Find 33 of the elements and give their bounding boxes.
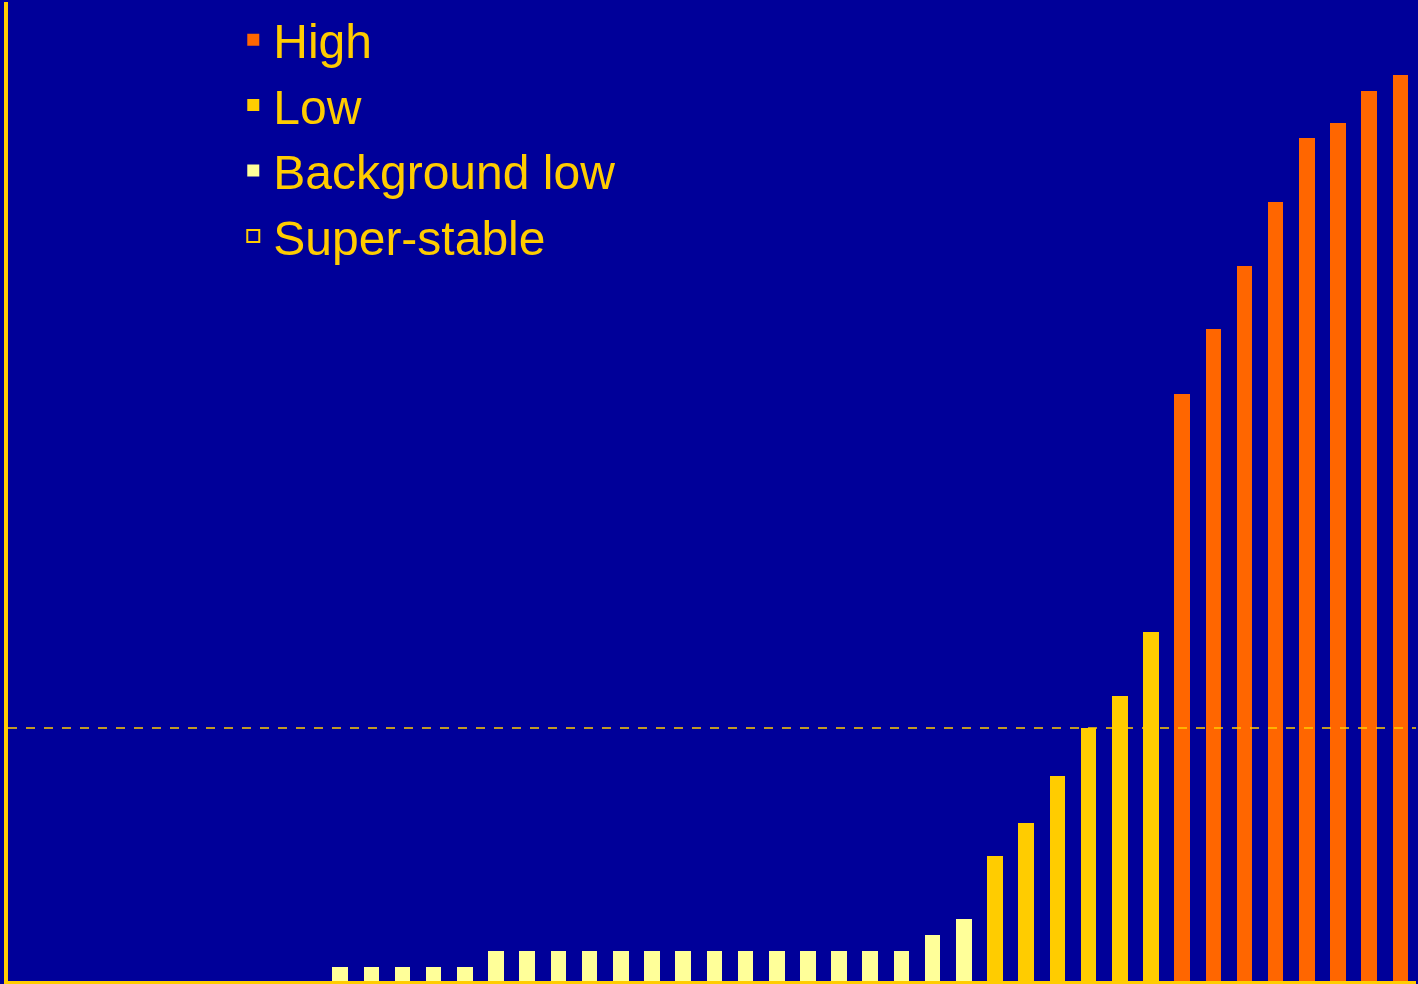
bar xyxy=(831,951,847,981)
bar xyxy=(1236,265,1253,981)
bar xyxy=(924,934,941,981)
bar xyxy=(550,951,567,981)
bar xyxy=(457,967,473,981)
bar xyxy=(768,951,785,981)
bar xyxy=(1299,137,1315,981)
bar xyxy=(1267,202,1284,981)
bar xyxy=(581,951,598,981)
bar xyxy=(1392,74,1409,981)
bar xyxy=(332,967,348,981)
bar xyxy=(425,967,442,981)
bar xyxy=(893,951,910,981)
bar xyxy=(675,951,691,981)
bar xyxy=(956,919,972,981)
bar xyxy=(800,951,816,981)
legend-label: Low xyxy=(273,80,362,134)
bar xyxy=(519,951,536,981)
bar xyxy=(1205,329,1222,981)
bar xyxy=(644,951,660,981)
bar xyxy=(1174,393,1190,981)
legend-label: Super-stable xyxy=(273,211,546,265)
bar xyxy=(706,951,723,981)
bar xyxy=(363,967,380,981)
bar xyxy=(737,951,754,981)
bar xyxy=(1361,90,1378,981)
bar xyxy=(1330,122,1346,981)
bar xyxy=(394,967,411,981)
legend-label: High xyxy=(273,15,372,69)
legend-label: Background low xyxy=(273,146,616,200)
bar xyxy=(488,951,504,981)
bar xyxy=(612,951,629,981)
bar xyxy=(862,951,879,981)
